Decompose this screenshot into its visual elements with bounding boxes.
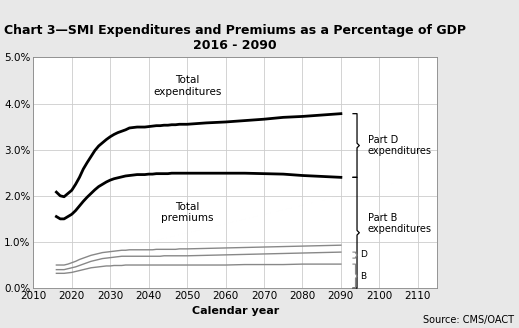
Text: Total
premiums: Total premiums	[161, 202, 213, 223]
X-axis label: Calendar year: Calendar year	[192, 306, 279, 317]
Text: Part D
expenditures: Part D expenditures	[368, 135, 432, 156]
Text: Total
expenditures: Total expenditures	[153, 75, 221, 96]
Text: Part B
expenditures: Part B expenditures	[368, 213, 432, 234]
Text: B: B	[360, 272, 366, 280]
Text: D: D	[360, 250, 367, 259]
Text: Source: CMS/OACT: Source: CMS/OACT	[423, 315, 514, 325]
Title: Chart 3—SMI Expenditures and Premiums as a Percentage of GDP
2016 - 2090: Chart 3—SMI Expenditures and Premiums as…	[4, 24, 466, 52]
